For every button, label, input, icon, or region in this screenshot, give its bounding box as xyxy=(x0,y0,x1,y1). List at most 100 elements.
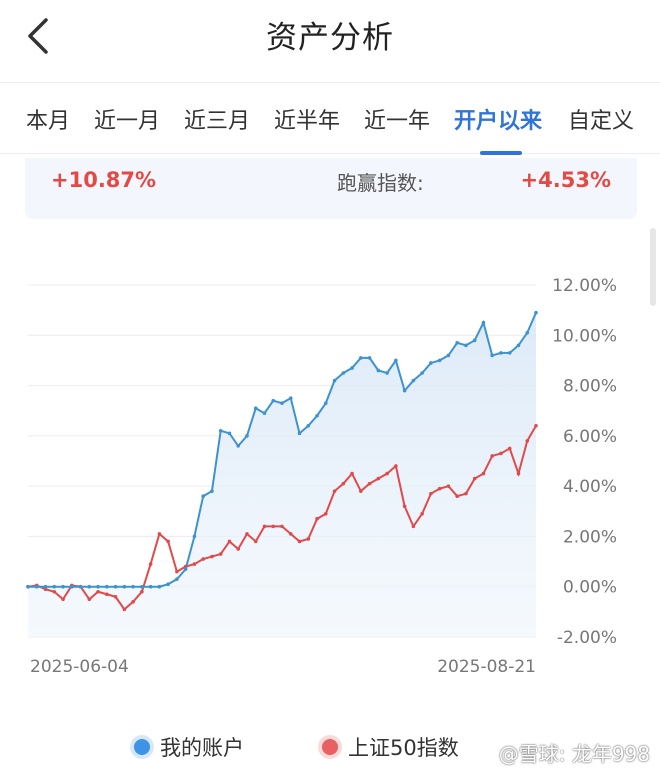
index-data-point xyxy=(411,524,416,529)
account-data-point xyxy=(516,343,521,348)
index-data-point xyxy=(271,524,276,529)
account-data-point xyxy=(367,356,372,360)
account-data-point xyxy=(332,378,337,383)
account-data-point xyxy=(350,366,354,370)
account-data-point xyxy=(201,494,205,498)
index-data-point xyxy=(113,594,118,599)
legend-item-account[interactable]: 我的账户 xyxy=(134,732,244,762)
index-data-point xyxy=(490,454,495,458)
legend-item-index[interactable]: 上证50指数 xyxy=(322,732,459,762)
beat-index-value: +4.53% xyxy=(520,168,611,192)
index-data-point xyxy=(148,562,153,566)
account-data-point xyxy=(210,489,214,493)
active-tab-indicator xyxy=(480,151,522,155)
account-return-value: +10.87% xyxy=(51,168,157,192)
index-data-point xyxy=(472,476,477,481)
index-data-point xyxy=(525,439,530,443)
account-data-point xyxy=(166,582,170,586)
tab-last-year[interactable]: 近一年 xyxy=(364,109,431,134)
index-data-point xyxy=(157,532,162,536)
account-data-point xyxy=(140,584,144,589)
legend-dot-blue-icon xyxy=(134,739,150,755)
index-data-point xyxy=(420,512,424,516)
y-tick-label: 12.00% xyxy=(552,276,617,296)
index-data-point xyxy=(376,476,381,481)
account-data-point xyxy=(394,358,398,363)
index-data-point xyxy=(402,504,407,509)
index-data-point xyxy=(516,471,521,476)
watermark: @雪球: 龙年998 xyxy=(498,742,650,766)
account-data-point xyxy=(52,584,57,589)
index-data-point xyxy=(43,587,48,592)
x-axis-end-label: 2025-08-21 xyxy=(437,657,536,677)
index-data-point xyxy=(166,539,170,544)
account-data-point xyxy=(236,444,241,448)
index-data-point xyxy=(297,539,302,544)
index-data-point xyxy=(481,471,486,476)
index-data-point xyxy=(534,424,538,428)
back-arrow-icon[interactable] xyxy=(18,14,62,58)
index-data-point xyxy=(394,464,398,468)
account-data-point xyxy=(43,584,48,589)
account-data-point xyxy=(306,424,311,428)
account-data-point xyxy=(34,584,39,589)
account-data-point xyxy=(218,429,223,433)
account-data-point xyxy=(420,371,424,375)
account-data-point xyxy=(481,320,486,325)
tab-custom[interactable]: 自定义 xyxy=(568,109,635,134)
account-data-point xyxy=(297,431,302,436)
index-data-point xyxy=(315,517,319,521)
tab-since-opening[interactable]: 开户以来 xyxy=(454,109,543,134)
page-title: 资产分析 xyxy=(266,20,394,56)
index-data-point xyxy=(332,489,337,493)
account-data-point xyxy=(437,358,442,363)
legend-label-account: 我的账户 xyxy=(160,736,244,760)
x-axis-start-label: 2025-06-04 xyxy=(30,657,129,677)
account-data-point xyxy=(534,310,538,315)
scrollbar[interactable] xyxy=(650,228,656,306)
index-data-point xyxy=(306,537,311,541)
account-series-points xyxy=(26,310,538,589)
account-data-point xyxy=(385,371,389,375)
account-data-point xyxy=(253,406,258,410)
index-data-point xyxy=(122,607,127,612)
tab-last-half-year[interactable]: 近半年 xyxy=(274,109,341,134)
account-data-point xyxy=(402,388,407,393)
index-data-point xyxy=(201,557,205,561)
account-data-point xyxy=(359,356,363,360)
account-data-point xyxy=(78,584,83,589)
index-data-point xyxy=(437,486,442,491)
index-data-point xyxy=(87,597,92,602)
index-data-point xyxy=(131,600,135,604)
index-data-point xyxy=(507,446,512,451)
index-data-point xyxy=(175,569,179,574)
period-tabs: 本月 近一月 近三月 近半年 近一年 开户以来 自定义 xyxy=(0,82,660,155)
index-data-point xyxy=(192,562,197,566)
account-data-point xyxy=(96,584,100,589)
tab-last-three-months[interactable]: 近三月 xyxy=(184,109,251,134)
index-data-point xyxy=(52,589,57,594)
beat-index-label: 跑赢指数: xyxy=(337,171,424,195)
account-data-point xyxy=(183,567,188,571)
account-data-point xyxy=(280,401,284,405)
y-tick-label: 4.00% xyxy=(563,477,617,497)
account-data-point xyxy=(131,584,135,589)
index-data-point xyxy=(464,491,468,496)
index-data-point xyxy=(359,489,363,493)
tab-this-month[interactable]: 本月 xyxy=(26,109,71,134)
index-data-point xyxy=(183,564,188,569)
index-data-point xyxy=(385,471,389,476)
index-data-point xyxy=(262,524,267,529)
account-data-point xyxy=(227,431,232,436)
account-data-point xyxy=(315,413,319,418)
y-tick-label: -2.00% xyxy=(557,628,617,648)
index-data-point xyxy=(350,471,354,476)
index-data-point xyxy=(96,589,100,594)
index-data-point xyxy=(105,592,109,597)
tab-last-month[interactable]: 近一月 xyxy=(94,109,161,134)
header: 资产分析 xyxy=(0,0,660,82)
account-data-point xyxy=(341,371,346,375)
index-data-point xyxy=(455,494,459,498)
index-data-point xyxy=(341,481,346,486)
account-data-point xyxy=(192,534,197,539)
